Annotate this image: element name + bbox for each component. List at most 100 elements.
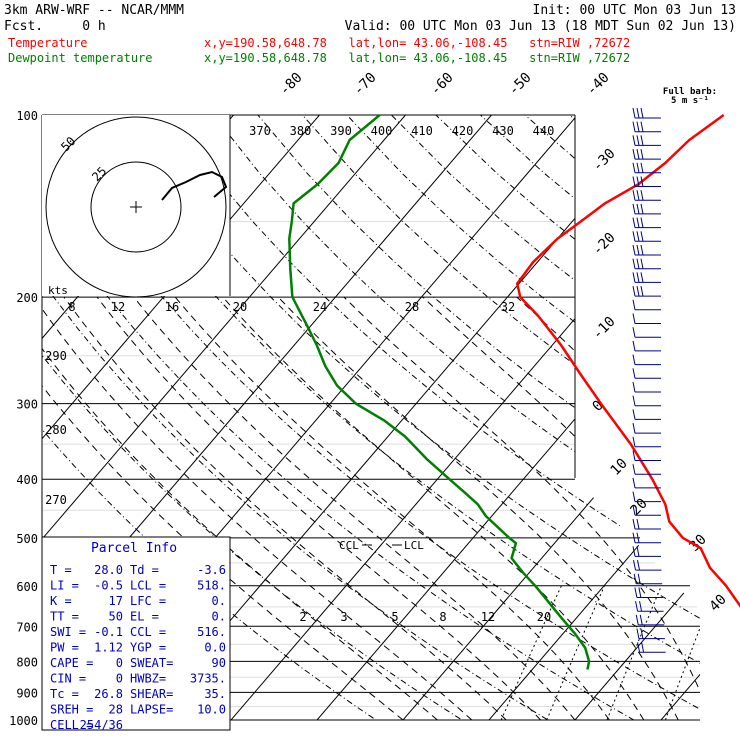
dry-adiabat-270 — [42, 115, 570, 720]
temp-location: x,y=190.58,648.78 lat,lon= 43.06,-108.45… — [204, 36, 630, 50]
wind-barb — [632, 217, 661, 229]
parcel-value-right: 516. — [197, 625, 226, 639]
wind-barb — [632, 258, 661, 270]
barb-flag — [632, 381, 636, 393]
barb-flag — [632, 135, 636, 146]
barb-flag — [632, 313, 636, 324]
parcel-label-left: T = — [50, 563, 72, 577]
wind-barb — [632, 272, 661, 283]
barb-legend-line2: 5 m s⁻¹ — [671, 96, 709, 106]
parcel-value-left: 254/36 — [80, 718, 123, 732]
dew-location: x,y=190.58,648.78 lat,lon= 43.06,-108.45… — [204, 51, 630, 65]
parcel-info-title: Parcel Info — [91, 541, 177, 556]
barb-flag — [632, 436, 636, 447]
wind-barb — [632, 149, 661, 160]
wind-barb — [632, 395, 661, 407]
header-fcst: Fcst. 0 h — [4, 19, 106, 34]
isotherm--30 — [305, 115, 700, 720]
parcel-value-right: 90 — [212, 656, 226, 670]
speed-tick-16: 16 — [165, 300, 179, 314]
mixing-ratio-label-5: 5 — [391, 610, 398, 624]
barb-flag — [640, 107, 644, 119]
wind-barb — [632, 176, 661, 187]
parcel-value-right: 3735. — [190, 672, 226, 686]
pressure-label-700: 700 — [16, 620, 38, 634]
isotherm-label--70: -70 — [351, 70, 380, 99]
dry-adiabat-390 — [480, 115, 700, 720]
isotherm--90 — [42, 115, 320, 720]
parcel-label-right: HWBZ= — [130, 672, 166, 686]
parcel-info-box: Parcel Info T = 28.0 Td = -3.6 LI = -0.5 LCL =… — [41, 536, 231, 732]
dry-adiabat-380 — [435, 115, 700, 720]
header-init: Init: 00 UTC Mon 03 Jun 13 — [533, 3, 737, 18]
barb-flag — [636, 258, 640, 269]
isotherm-label--30: -30 — [590, 146, 619, 175]
barb-flag — [636, 532, 640, 543]
theta-label-370: 370 — [249, 124, 271, 138]
barb-flag — [641, 642, 645, 653]
barb-flag — [637, 573, 641, 584]
parcel-label-right: EL = — [130, 610, 159, 624]
parcel-label-left: K = — [50, 594, 72, 608]
isotherm--80 — [42, 115, 406, 720]
barb-flag — [632, 272, 636, 283]
dry-adiabat-360 — [346, 115, 700, 720]
parcel-label-right: SWEAT= — [130, 656, 173, 670]
wind-barb — [632, 423, 661, 434]
dry-adiabat-440 — [703, 115, 740, 733]
parcel-value-left: -0.5 — [94, 579, 123, 593]
parcel-label-left: SWI = — [50, 625, 86, 639]
barb-flag — [633, 573, 637, 584]
barb-flag — [632, 532, 636, 543]
parcel-value-left: 0 — [116, 656, 123, 670]
isotherm-label--10: -10 — [590, 314, 619, 343]
barb-flag — [632, 162, 636, 173]
wind-barb — [632, 464, 661, 475]
dry-adiabat-280 — [42, 115, 658, 720]
moist-adiabat-12 — [277, 296, 679, 720]
barb-flag — [632, 258, 636, 269]
parcel-label-left: SREH = — [50, 703, 93, 717]
wind-barb — [637, 642, 666, 653]
barb-flag — [640, 149, 644, 160]
barb-flag — [632, 518, 636, 530]
parcel-value-right: 518. — [197, 579, 226, 593]
barb-flag — [633, 560, 636, 571]
barb-flag — [636, 203, 640, 214]
wind-barb — [632, 518, 661, 530]
barb-flag — [640, 258, 644, 269]
parcel-label-right: CCL = — [130, 625, 166, 639]
wind-barb — [632, 532, 661, 544]
theta-label-410: 410 — [411, 124, 433, 138]
barb-flag — [636, 121, 640, 132]
barb-flag — [632, 423, 636, 434]
barb-flag — [632, 409, 636, 420]
header-model: 3km ARW-WRF -- NCAR/MMM — [4, 3, 184, 18]
wind-barb — [632, 203, 661, 215]
barb-flag — [636, 190, 640, 201]
barb-flag — [632, 217, 636, 228]
parcel-value-left: 28 — [109, 703, 123, 717]
isotherm-label--60: -60 — [428, 70, 457, 99]
parcel-label-right: Td = — [130, 563, 159, 577]
parcel-value-left: 50 — [109, 610, 123, 624]
isotherm-label-10: 10 — [608, 456, 631, 479]
barb-flag — [632, 464, 636, 475]
wind-barb — [632, 409, 661, 420]
wind-barb — [632, 368, 661, 379]
wind-barb — [632, 190, 661, 201]
speed-tick-28: 28 — [405, 300, 419, 314]
barb-flag — [638, 587, 642, 598]
speed-tick-12: 12 — [111, 300, 125, 314]
ccl-label: CCL — [339, 539, 359, 552]
parcel-label-left: Tc = — [50, 687, 79, 701]
pressure-label-200: 200 — [16, 291, 38, 305]
pressure-label-100: 100 — [16, 109, 38, 123]
parcel-value-right: 0. — [212, 594, 226, 608]
barb-flag — [632, 121, 636, 132]
hodo-ring-50 — [45, 116, 227, 298]
barb-flag — [636, 231, 640, 242]
barb-flag — [636, 217, 640, 228]
